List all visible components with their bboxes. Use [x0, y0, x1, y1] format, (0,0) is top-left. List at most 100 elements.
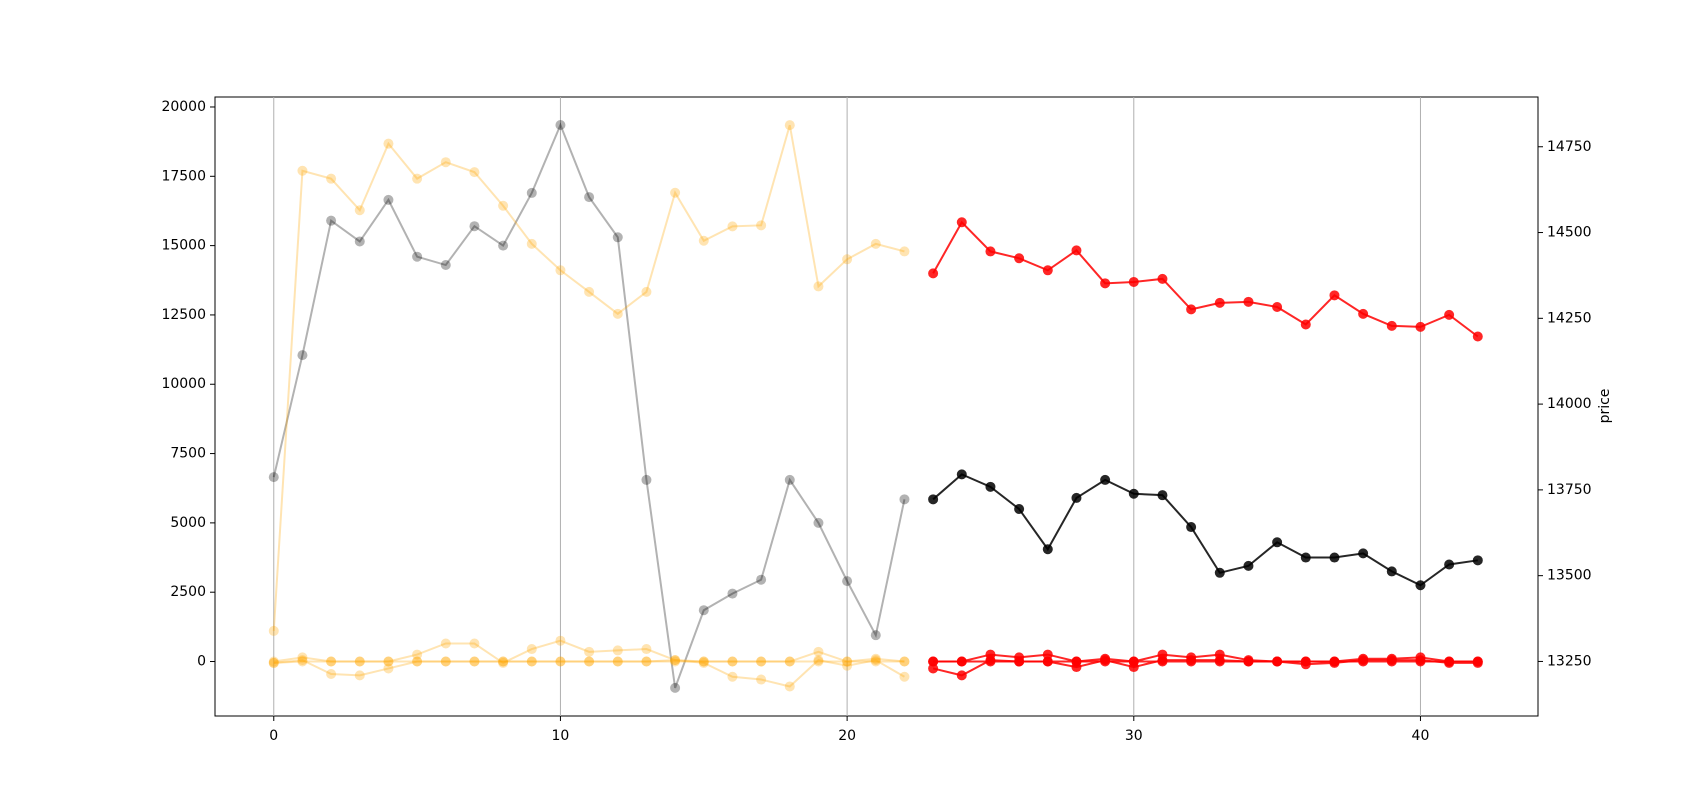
y-tick-label: 2500 — [170, 584, 206, 600]
series-point — [899, 671, 910, 682]
series-point — [1329, 290, 1340, 301]
series-point — [297, 350, 308, 361]
plot-frame — [214, 96, 1539, 717]
series-point — [813, 656, 824, 667]
series-point — [842, 576, 853, 587]
series-point — [1444, 309, 1455, 320]
series-point — [326, 656, 337, 667]
y2-tick-label: 14250 — [1547, 310, 1592, 326]
series-point — [727, 656, 738, 667]
series-point — [1071, 662, 1082, 673]
series-point — [870, 653, 881, 664]
series-point — [641, 474, 652, 485]
series-point — [1100, 278, 1111, 289]
series-line — [273, 660, 905, 664]
series-point — [1358, 308, 1369, 319]
series-point — [727, 671, 738, 682]
series-point — [383, 138, 394, 149]
series-point — [412, 656, 423, 667]
series-point — [469, 221, 480, 232]
series-point — [641, 644, 652, 655]
series-point — [1358, 548, 1369, 559]
series-line — [273, 659, 905, 688]
series-point — [1042, 265, 1053, 276]
series-point — [899, 494, 910, 505]
series-point — [555, 265, 566, 276]
series-point — [641, 656, 652, 667]
series-point — [383, 663, 394, 674]
series-point — [412, 656, 423, 667]
series-point — [870, 630, 881, 641]
series-point — [498, 240, 509, 251]
series-point — [641, 656, 652, 667]
series-point — [440, 638, 451, 649]
series-point — [555, 635, 566, 646]
series-point — [1186, 304, 1197, 315]
series-point — [612, 308, 623, 319]
series-point — [498, 657, 509, 668]
y2-tick-label: 14500 — [1547, 225, 1592, 241]
series-point — [1186, 522, 1197, 533]
series-point — [498, 656, 509, 667]
y-tick-label: 7500 — [170, 446, 206, 462]
x-tick-label: 10 — [552, 728, 570, 744]
series-point — [956, 656, 967, 667]
y-tick-label: 5000 — [170, 515, 206, 531]
y-tick-label: 20000 — [161, 99, 206, 115]
series-point — [756, 656, 767, 667]
series-point — [956, 217, 967, 228]
series-point — [1014, 504, 1025, 515]
series-point — [813, 655, 824, 666]
series-point — [1042, 656, 1053, 667]
series-point — [813, 646, 824, 657]
series-point — [526, 656, 537, 667]
x-tick-label: 0 — [269, 728, 278, 744]
series-line — [272, 124, 905, 631]
y-tick-label: 17500 — [161, 168, 206, 184]
series-point — [526, 238, 537, 249]
series-point — [813, 517, 824, 528]
series-point — [1214, 567, 1225, 578]
series-point — [1157, 273, 1168, 284]
series-point — [727, 588, 738, 599]
series-point — [698, 656, 709, 667]
series-point — [1128, 488, 1139, 499]
y2-tick-label: 13500 — [1547, 568, 1592, 584]
series-point — [354, 236, 365, 247]
series-point — [555, 656, 566, 667]
series-point — [928, 494, 939, 505]
series-point — [412, 173, 423, 184]
series-point — [354, 656, 365, 667]
series-point — [985, 655, 996, 666]
series-point — [670, 187, 681, 198]
series-point — [784, 474, 795, 485]
series-point — [899, 656, 910, 667]
series-point — [1014, 253, 1025, 264]
series-point — [268, 656, 279, 667]
series-point — [1386, 566, 1397, 577]
series-point — [1157, 490, 1168, 501]
series-point — [1214, 297, 1225, 308]
series-point — [555, 656, 566, 667]
series-point — [498, 656, 509, 667]
series-point — [297, 655, 308, 666]
series-point — [584, 192, 595, 203]
series-point — [1472, 331, 1483, 342]
series-point — [670, 655, 681, 666]
series-point — [1014, 656, 1025, 667]
series-point — [985, 481, 996, 492]
series-point — [842, 254, 853, 265]
series-point — [1329, 657, 1340, 668]
series-point — [670, 656, 681, 667]
series-point — [612, 645, 623, 656]
series-point — [756, 574, 767, 585]
series-point — [756, 674, 767, 685]
series-point — [842, 656, 853, 667]
series-point — [698, 656, 709, 667]
series-point — [727, 221, 738, 232]
series-point — [928, 663, 939, 674]
series-point — [1472, 555, 1483, 566]
series-point — [1157, 655, 1168, 666]
series-point — [268, 657, 279, 668]
y-tick-label: 12500 — [161, 307, 206, 323]
